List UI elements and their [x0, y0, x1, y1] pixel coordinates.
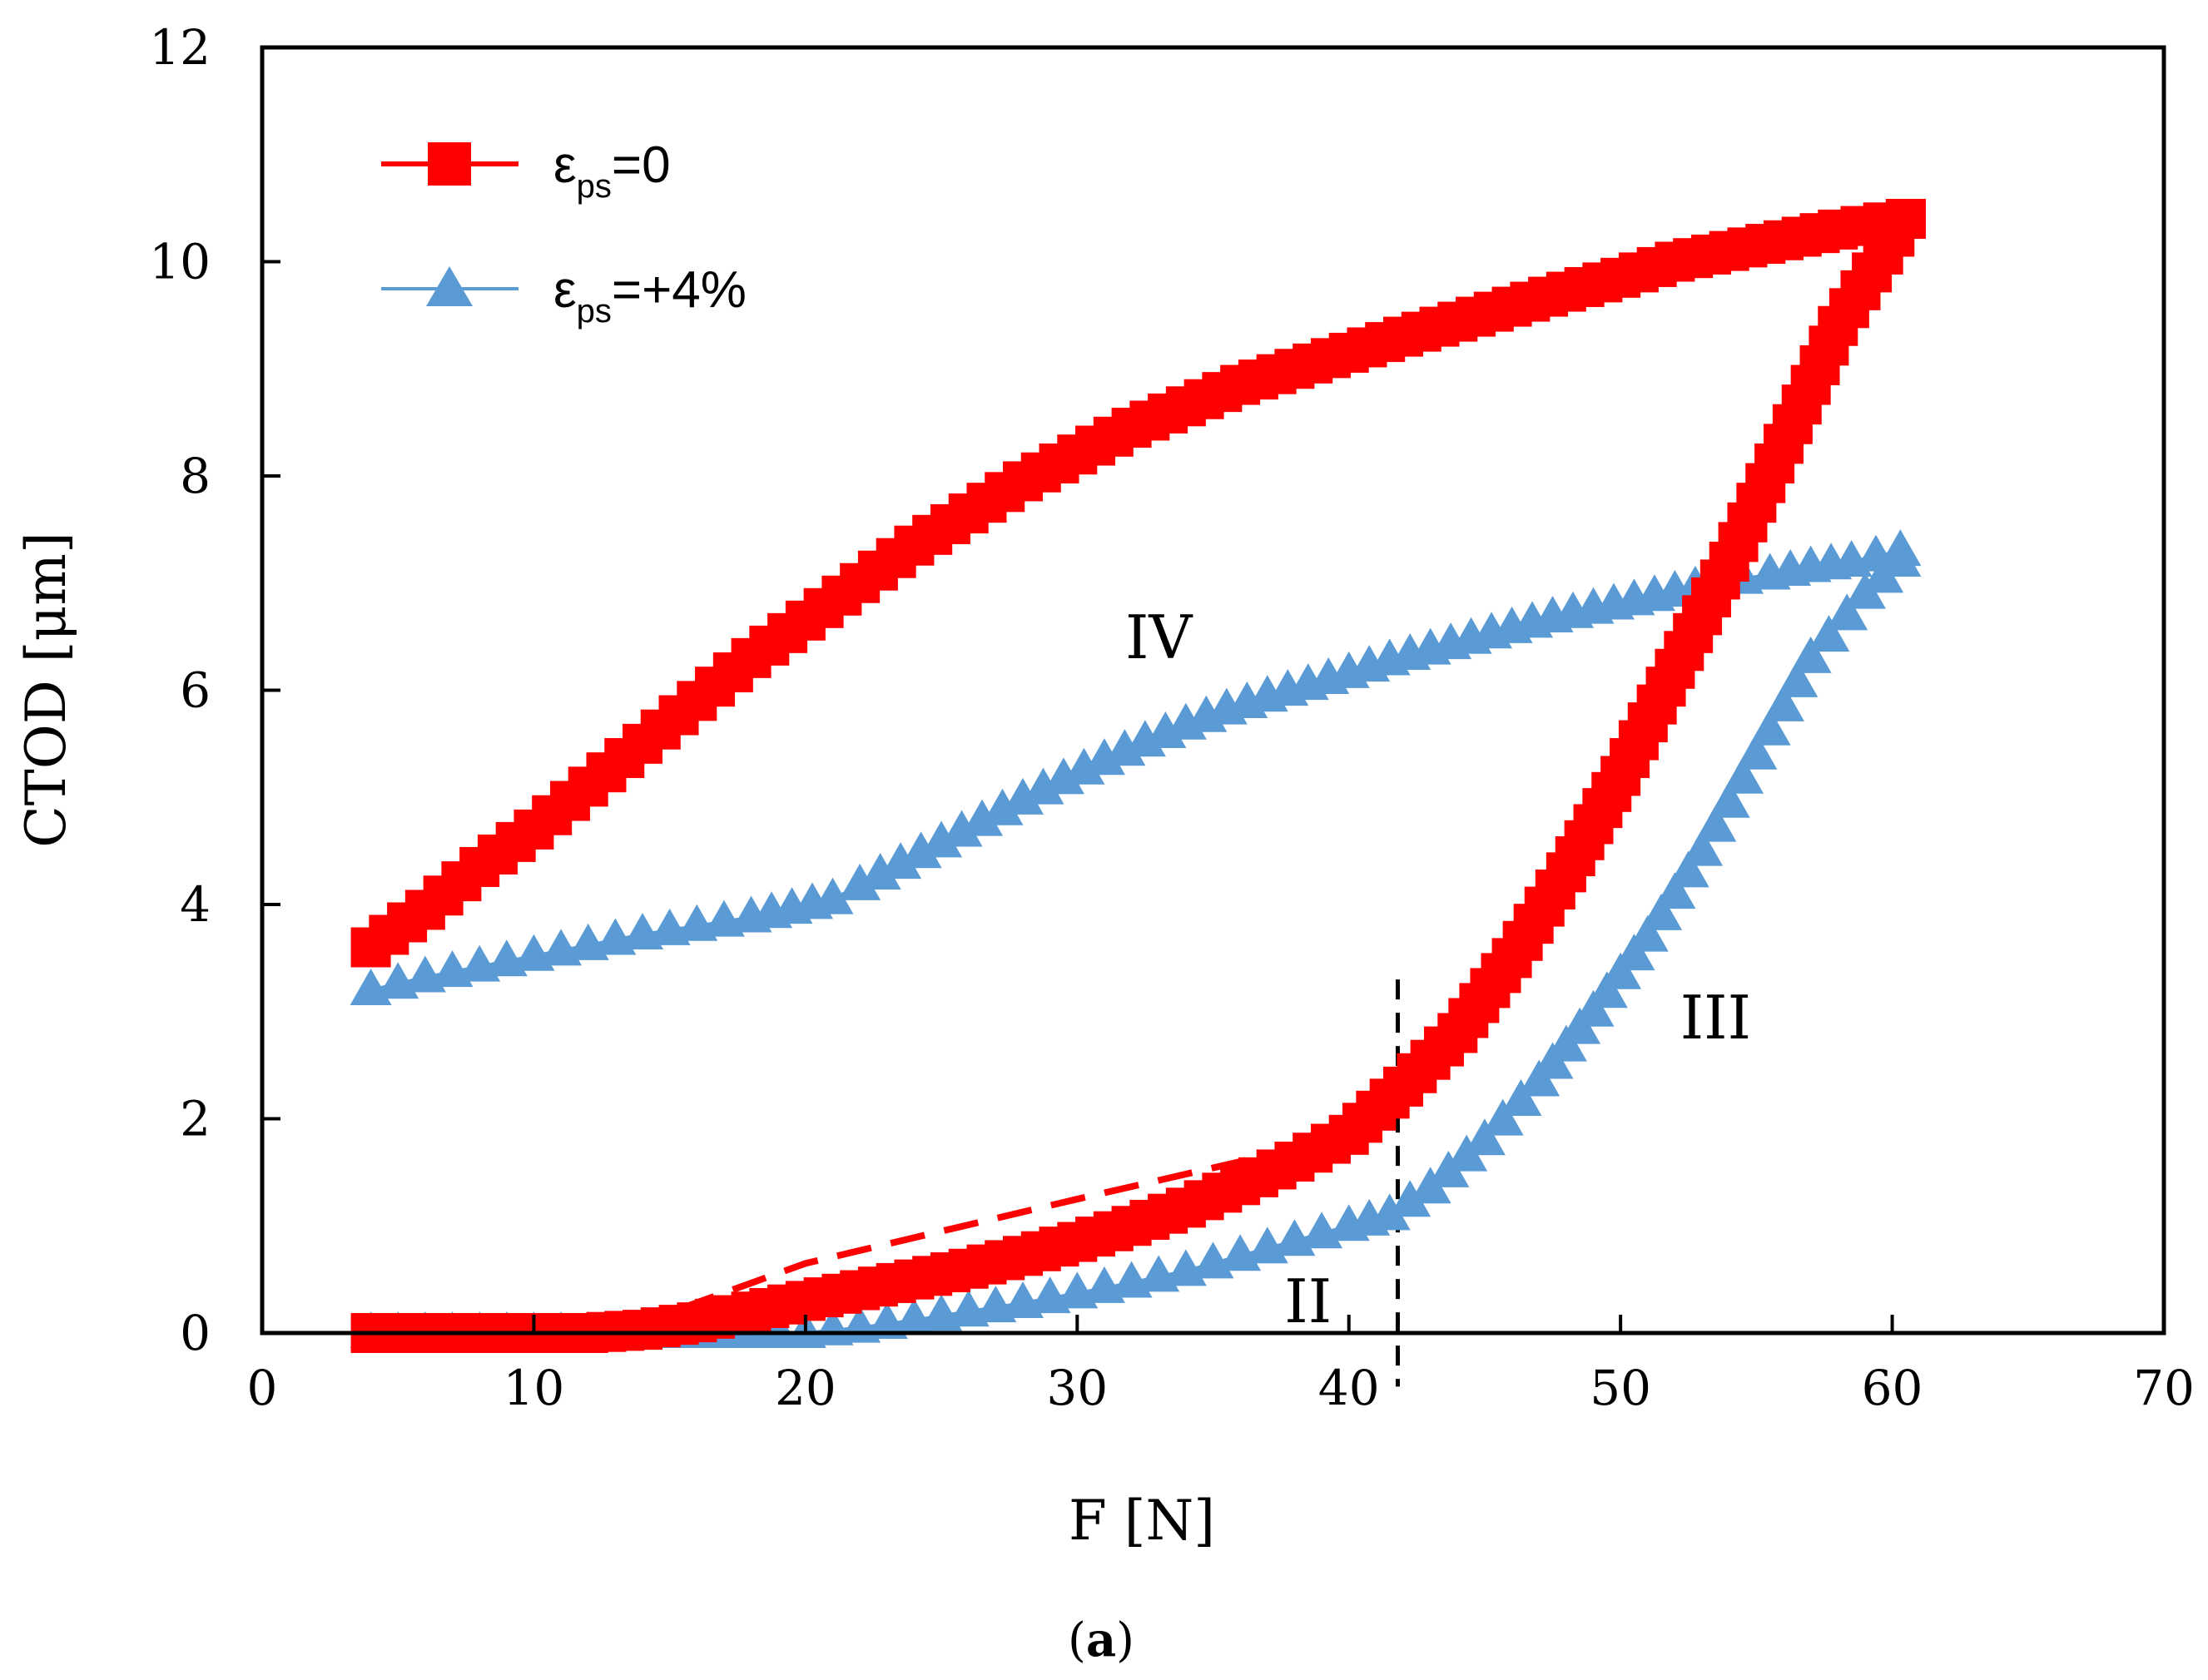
data-point-triangle [1626, 914, 1669, 952]
figure-caption: (a) [1068, 1613, 1134, 1668]
data-point-triangle [757, 1311, 800, 1348]
data-point-triangle [1667, 850, 1709, 888]
data-point-triangle [961, 799, 1004, 836]
x-tick-label: 60 [1862, 1360, 1923, 1416]
data-point-triangle [1572, 989, 1615, 1027]
data-point-triangle [1722, 756, 1764, 794]
data-point-triangle [1585, 971, 1628, 1008]
x-tick-label: 20 [775, 1360, 836, 1416]
y-tick-label: 8 [180, 448, 211, 504]
data-point-triangle [1763, 684, 1804, 721]
data-point-triangle [859, 852, 901, 890]
data-point-triangle [1694, 805, 1737, 842]
data-point-triangle [622, 913, 663, 950]
legend-label-series-2: εps=+4% [553, 261, 747, 330]
data-point-triangle [1854, 534, 1897, 572]
data-point-triangle [1808, 615, 1850, 652]
data-point-triangle [1708, 781, 1750, 818]
region-label: II [1284, 1266, 1332, 1336]
data-point-triangle [1600, 952, 1642, 989]
data-point-triangle [900, 831, 942, 869]
y-axis-title: CTOD [μm] [14, 532, 78, 848]
data-point-triangle [513, 934, 555, 971]
data-point-triangle [1749, 553, 1791, 590]
legend: εps=0 εps=+4% [381, 136, 747, 330]
data-point-triangle [1389, 1180, 1431, 1217]
data-point-square [350, 927, 391, 968]
data-point-triangle [880, 842, 922, 880]
data-point-triangle [1735, 732, 1778, 770]
y-tick-label: 10 [149, 234, 211, 290]
data-point-triangle [485, 939, 528, 977]
data-point-triangle [1500, 1079, 1542, 1117]
data-point-triangle [459, 944, 501, 982]
data-point-triangle [1368, 1193, 1411, 1231]
data-point-triangle [1613, 934, 1655, 971]
data-point-triangle [1789, 636, 1832, 673]
data-point-triangle [1481, 1098, 1524, 1136]
legend-marker-series-1 [428, 142, 471, 186]
data-point-triangle [920, 820, 963, 858]
data-point-triangle [567, 923, 609, 960]
data-point-triangle [594, 918, 637, 955]
x-tick-label: 50 [1590, 1360, 1651, 1416]
y-tick-label: 0 [180, 1305, 211, 1361]
data-point-triangle [839, 863, 881, 900]
data-point-triangle [1002, 777, 1044, 815]
data-point-triangle [1022, 767, 1064, 805]
data-point-triangle [1463, 1118, 1506, 1156]
y-tick-label: 6 [180, 662, 211, 719]
data-point-triangle [702, 899, 745, 937]
x-tick-label: 70 [2133, 1360, 2195, 1416]
data-point-triangle [540, 929, 583, 966]
data-point-triangle [1042, 757, 1084, 795]
data-point-triangle [350, 969, 392, 1005]
y-tick-label: 4 [180, 876, 211, 933]
data-point-triangle [1776, 660, 1818, 697]
data-point-triangle [981, 788, 1024, 825]
data-point-triangle [404, 955, 446, 993]
data-point-triangle [1681, 829, 1724, 866]
x-tick-label: 40 [1318, 1360, 1380, 1416]
data-point-triangle [940, 810, 983, 847]
data-point-triangle [730, 895, 772, 933]
y-tick-label: 2 [180, 1091, 211, 1147]
y-tick-label: 12 [149, 19, 211, 76]
data-point-triangle [648, 908, 691, 945]
axis-ticks: 0 10 20 30 40 50 60 70 0 2 4 6 8 10 12 [149, 19, 2195, 1416]
data-point-triangle [1640, 893, 1683, 930]
data-point-triangle [431, 950, 474, 988]
data-point-triangle [1826, 593, 1868, 631]
x-tick-label: 30 [1046, 1360, 1108, 1416]
legend-marker-series-2 [426, 266, 473, 306]
data-point-triangle [1654, 872, 1696, 909]
x-tick-label: 10 [504, 1360, 565, 1416]
x-axis-title: F [N] [1069, 1489, 1215, 1553]
region-label: III [1680, 983, 1751, 1053]
data-point-triangle [1879, 529, 1922, 567]
legend-label-series-1: εps=0 [553, 136, 671, 205]
data-point-triangle [1749, 708, 1791, 746]
region-label: IV [1125, 602, 1193, 672]
x-tick-label: 0 [247, 1360, 278, 1416]
data-point-triangle [676, 904, 718, 941]
data-point-triangle [377, 962, 419, 999]
